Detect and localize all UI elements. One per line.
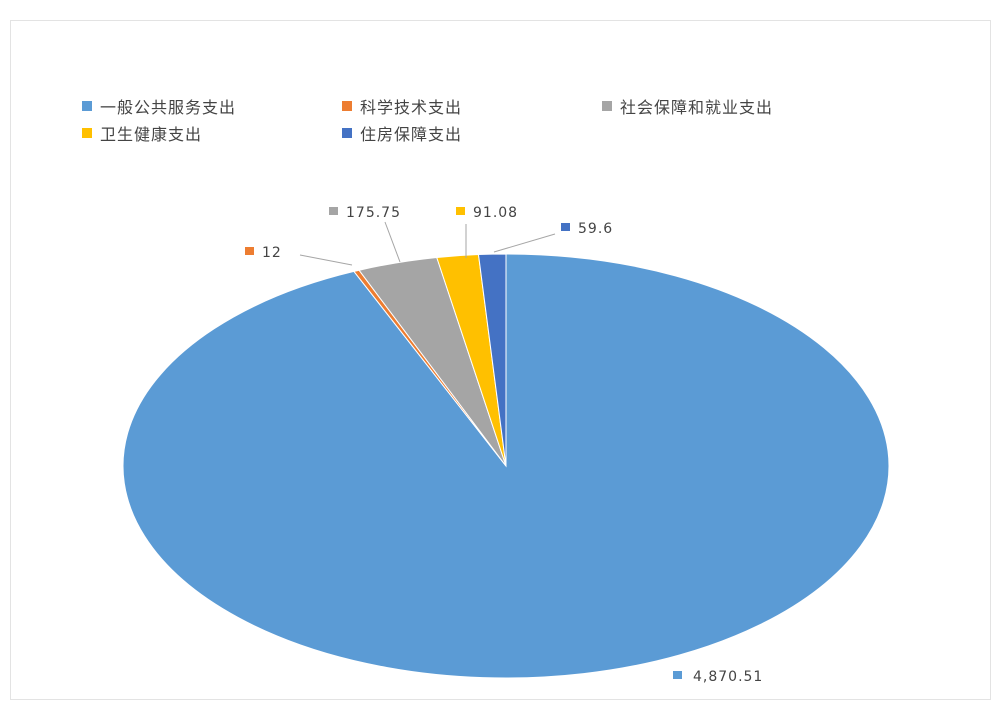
data-label-swatch bbox=[561, 223, 570, 231]
legend-label: 一般公共服务支出 bbox=[100, 97, 237, 117]
leader-lines bbox=[299, 221, 556, 266]
pie-slices bbox=[122, 253, 890, 679]
data-labels: 4,870.51 12 175.75 91.08 59.6 bbox=[245, 205, 763, 685]
legend-item-science-technology: 科学技术支出 bbox=[342, 94, 602, 118]
data-label-swatch bbox=[245, 247, 254, 255]
data-label-swatch bbox=[673, 671, 682, 679]
legend-swatch bbox=[342, 100, 352, 111]
data-label-general-public-services: 4,870.51 bbox=[693, 669, 763, 685]
legend-row-2: 卫生健康支出 住房保障支出 bbox=[82, 119, 902, 146]
legend-label: 住房保障支出 bbox=[360, 124, 463, 144]
chart-legend: 一般公共服务支出 科学技术支出 社会保障和就业支出 卫生健康支出 住房保障支出 bbox=[82, 92, 902, 146]
leader-line-housing bbox=[493, 233, 556, 253]
legend-item-health: 卫生健康支出 bbox=[82, 121, 342, 145]
legend-swatch bbox=[82, 127, 92, 138]
data-label-social-security: 175.75 bbox=[346, 205, 401, 221]
leader-line-social-security bbox=[384, 221, 401, 263]
legend-label: 社会保障和就业支出 bbox=[620, 97, 774, 117]
legend-row-1: 一般公共服务支出 科学技术支出 社会保障和就业支出 bbox=[82, 92, 902, 119]
legend-item-social-security: 社会保障和就业支出 bbox=[602, 94, 773, 118]
data-label-housing: 59.6 bbox=[578, 221, 613, 237]
legend-swatch bbox=[82, 100, 92, 111]
data-label-science-technology: 12 bbox=[262, 245, 282, 261]
leader-line-science-technology bbox=[299, 254, 353, 266]
legend-label: 卫生健康支出 bbox=[100, 124, 203, 144]
data-label-swatch bbox=[329, 207, 338, 215]
data-label-swatch bbox=[456, 207, 465, 215]
legend-label: 科学技术支出 bbox=[360, 97, 463, 117]
legend-item-general-public-services: 一般公共服务支出 bbox=[82, 94, 342, 118]
legend-swatch bbox=[342, 127, 352, 138]
pie-slice-housing bbox=[477, 253, 507, 467]
data-label-health: 91.08 bbox=[473, 205, 518, 221]
legend-swatch bbox=[602, 100, 612, 111]
legend-item-housing: 住房保障支出 bbox=[342, 121, 462, 145]
